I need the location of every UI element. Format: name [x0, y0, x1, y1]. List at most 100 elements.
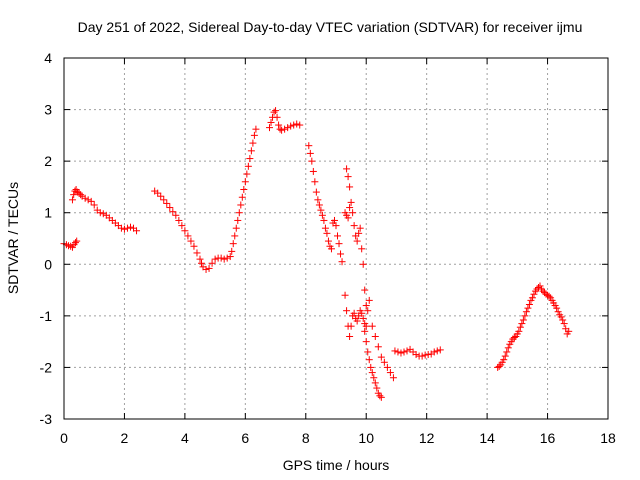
data-point	[293, 120, 301, 128]
data-point	[346, 332, 354, 340]
data-point	[312, 188, 320, 196]
data-point	[528, 294, 536, 302]
data-point	[198, 259, 206, 267]
data-point	[530, 290, 538, 298]
axis-ticks	[63, 57, 609, 420]
data-point	[539, 287, 547, 295]
data-point	[346, 183, 354, 191]
data-point	[344, 214, 352, 222]
data-point	[117, 224, 125, 232]
data-point	[68, 196, 76, 204]
data-point	[320, 216, 328, 224]
data-point	[223, 254, 231, 262]
data-point	[309, 167, 317, 175]
data-point	[126, 223, 134, 231]
data-point	[87, 197, 95, 205]
data-point	[169, 208, 177, 216]
data-point	[377, 353, 385, 361]
data-point	[184, 232, 192, 240]
data-point	[247, 147, 255, 155]
data-point	[71, 239, 79, 247]
data-point	[361, 327, 369, 335]
data-point	[389, 374, 397, 382]
y-tick-label: 3	[44, 102, 52, 118]
data-point	[368, 369, 376, 377]
data-point	[70, 191, 78, 199]
data-point	[367, 363, 375, 371]
data-point	[504, 344, 512, 352]
data-point	[350, 309, 358, 317]
data-point	[308, 157, 316, 165]
x-tick-label: 10	[358, 430, 374, 446]
data-point	[403, 347, 411, 355]
grid-lines	[64, 58, 608, 419]
data-point	[296, 121, 304, 129]
data-point	[347, 198, 355, 206]
data-point	[518, 320, 526, 328]
data-point	[187, 237, 195, 245]
y-tick-label: 0	[44, 256, 52, 272]
data-point	[305, 142, 313, 150]
data-point	[373, 384, 381, 392]
x-axis-label: GPS time / hours	[283, 457, 390, 473]
data-point	[377, 393, 385, 401]
y-tick-label: 2	[44, 153, 52, 169]
y-tick-label: 1	[44, 205, 52, 221]
x-tick-label: 0	[60, 430, 68, 446]
data-point	[358, 245, 366, 253]
data-point	[246, 155, 254, 163]
data-point	[172, 211, 180, 219]
data-point	[311, 178, 319, 186]
data-point	[364, 307, 372, 315]
data-point	[241, 178, 249, 186]
y-tick-label: -3	[40, 411, 53, 427]
data-point	[250, 131, 258, 139]
data-point	[365, 356, 373, 364]
data-point	[290, 121, 298, 129]
data-point	[534, 283, 542, 291]
data-point	[421, 351, 429, 359]
data-point	[160, 196, 168, 204]
data-point	[346, 204, 354, 212]
data-point	[383, 363, 391, 371]
data-point	[362, 322, 370, 330]
data-point	[133, 227, 141, 235]
data-point	[521, 312, 529, 320]
data-point	[510, 334, 518, 342]
data-point	[362, 302, 370, 310]
data-point	[400, 348, 408, 356]
data-point	[81, 194, 89, 202]
data-point	[332, 222, 340, 230]
data-point	[418, 352, 426, 360]
data-point	[324, 237, 332, 245]
data-point	[327, 245, 335, 253]
data-point	[553, 304, 561, 312]
data-point	[359, 260, 367, 268]
data-point	[554, 308, 562, 316]
data-point	[73, 237, 81, 245]
data-point	[330, 216, 338, 224]
data-point	[208, 259, 216, 267]
data-point	[272, 107, 280, 115]
data-point	[166, 204, 174, 212]
data-point	[353, 237, 361, 245]
data-point	[525, 301, 533, 309]
data-point	[545, 292, 553, 300]
data-point	[157, 192, 165, 200]
data-point	[193, 249, 201, 257]
data-point	[433, 347, 441, 355]
data-point	[120, 225, 128, 233]
data-point	[565, 327, 573, 335]
data-point	[536, 282, 544, 290]
data-point	[412, 351, 420, 359]
data-point	[394, 348, 402, 356]
data-point	[315, 201, 323, 209]
data-point	[317, 206, 325, 214]
data-point	[323, 229, 331, 237]
data-point	[359, 314, 367, 322]
data-point	[516, 323, 524, 331]
data-point	[343, 165, 351, 173]
y-axis-label: SDTVAR / TECUs	[5, 182, 21, 294]
data-point	[519, 316, 527, 324]
data-point	[202, 265, 210, 273]
